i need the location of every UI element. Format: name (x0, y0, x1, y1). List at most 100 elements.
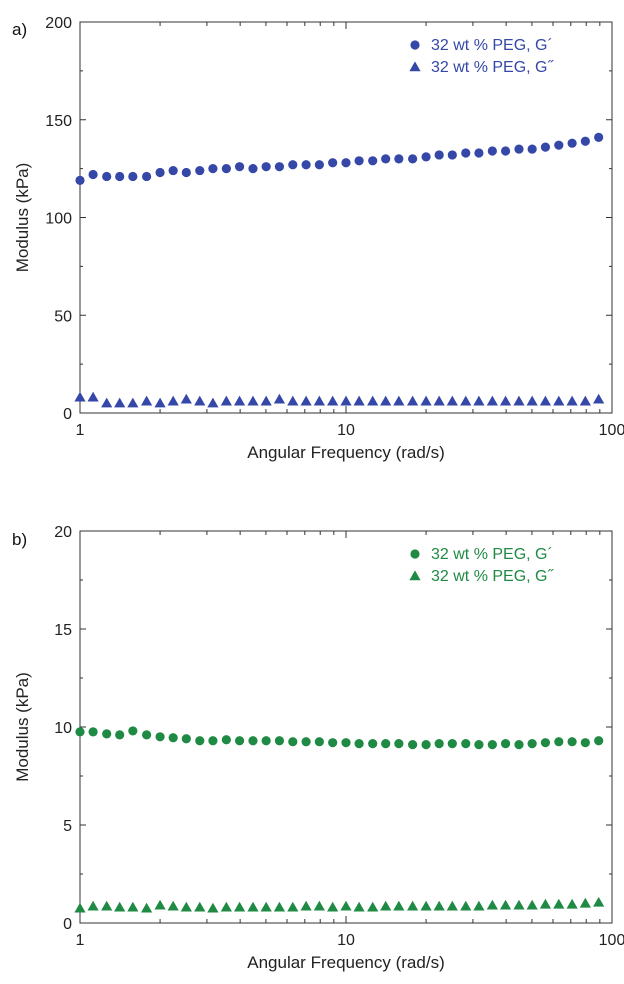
data-point-circle (75, 727, 85, 737)
data-point-triangle (114, 397, 126, 408)
data-point-circle (115, 730, 125, 740)
data-point-circle (208, 164, 218, 174)
panel-label: b) (12, 530, 27, 549)
data-point-circle (128, 726, 138, 736)
data-point-circle (168, 165, 178, 176)
data-point-triangle (539, 898, 552, 909)
x-axis-label: Angular Frequency (rad/s) (247, 953, 444, 972)
legend-marker (409, 570, 421, 581)
y-tick-label: 50 (54, 308, 72, 325)
y-tick-label: 0 (63, 406, 72, 423)
data-point-triangle (114, 901, 126, 912)
data-point-triangle (327, 901, 339, 912)
data-point-triangle (207, 397, 219, 408)
data-point-triangle (499, 395, 512, 406)
data-point-circle (301, 737, 311, 747)
data-point-triangle (473, 900, 485, 911)
data-point-triangle (327, 395, 339, 406)
data-point-triangle (180, 901, 192, 912)
data-point-circle (341, 158, 351, 168)
data-point-triangle (207, 902, 219, 913)
data-point-circle (540, 738, 551, 748)
data-point-triangle (420, 900, 432, 911)
y-tick-label: 5 (63, 818, 72, 835)
legend-entry: 32 wt % PEG, G˝ (431, 59, 554, 76)
data-point-triangle (579, 395, 591, 406)
data-point-circle (248, 164, 258, 174)
data-point-triangle (393, 395, 405, 406)
data-point-triangle (287, 395, 299, 406)
data-point-triangle (340, 395, 352, 406)
data-point-circle (88, 727, 98, 737)
data-point-triangle (420, 395, 432, 406)
data-point-circle (261, 736, 271, 746)
data-point-triangle (486, 395, 498, 406)
data-point-triangle (579, 897, 591, 908)
y-tick-label: 150 (45, 113, 72, 130)
data-point-circle (474, 740, 484, 750)
data-point-circle (594, 132, 604, 142)
data-point-circle (421, 740, 431, 750)
y-tick-label: 0 (63, 916, 72, 933)
data-point-circle (580, 136, 590, 146)
data-point-triangle (407, 900, 419, 911)
data-point-triangle (499, 899, 512, 910)
x-tick-label: 100 (599, 932, 624, 949)
data-point-triangle (300, 395, 312, 406)
series-2 (74, 896, 605, 913)
data-point-circle (208, 736, 218, 746)
data-point-circle (354, 739, 364, 749)
data-point-triangle (460, 900, 472, 911)
data-point-triangle (101, 900, 113, 911)
data-point-circle (102, 729, 112, 739)
chart-panel-1: a) 0 50 100 150 200 1 10 100 Angular Frequency (r… (12, 15, 624, 462)
data-point-circle (447, 739, 457, 749)
data-point-circle (394, 154, 404, 164)
data-point-circle (434, 739, 444, 749)
data-point-circle (421, 152, 431, 162)
data-point-circle (155, 167, 165, 178)
legend-marker (410, 549, 420, 559)
data-point-triangle (553, 395, 565, 406)
data-point-triangle (287, 901, 299, 912)
data-point-circle (447, 150, 457, 160)
data-point-triangle (313, 900, 325, 911)
plot-frame (79, 530, 613, 924)
y-tick-label: 200 (45, 15, 72, 32)
legend-marker (409, 61, 421, 72)
data-point-triangle (127, 901, 139, 912)
data-point-triangle (247, 395, 259, 406)
data-point-circle (181, 167, 191, 178)
data-point-triangle (233, 395, 246, 406)
chart-panel-2: b) 0 5 10 15 20 1 10 100 Angular Frequency (rad/s… (12, 524, 624, 972)
data-point-triangle (393, 900, 405, 911)
data-point-triangle (553, 898, 565, 909)
data-point-triangle (433, 395, 445, 406)
data-point-circle (88, 169, 98, 180)
y-tick-label: 20 (54, 524, 72, 541)
data-point-triangle (593, 393, 605, 404)
data-point-circle (368, 156, 378, 166)
data-point-circle (261, 162, 271, 172)
series-2 (74, 391, 605, 408)
data-point-circle (381, 154, 391, 164)
data-point-triangle (87, 391, 99, 402)
data-point-triangle (74, 902, 86, 913)
data-point-triangle (220, 901, 232, 912)
data-point-triangle (247, 901, 259, 912)
data-point-circle (142, 171, 152, 182)
x-tick-label: 1 (76, 932, 85, 949)
legend-entry: 32 wt % PEG, G´ (431, 546, 553, 563)
data-point-circle (540, 142, 551, 152)
data-point-triangle (167, 900, 179, 911)
data-point-circle (341, 738, 351, 748)
data-point-circle (554, 140, 564, 150)
data-point-triangle (526, 395, 538, 406)
data-point-circle (394, 739, 404, 749)
data-point-circle (128, 171, 138, 182)
data-point-circle (314, 737, 324, 747)
data-point-triangle (340, 900, 352, 911)
data-point-triangle (433, 900, 445, 911)
data-point-triangle (273, 393, 286, 404)
data-point-circle (408, 154, 418, 164)
